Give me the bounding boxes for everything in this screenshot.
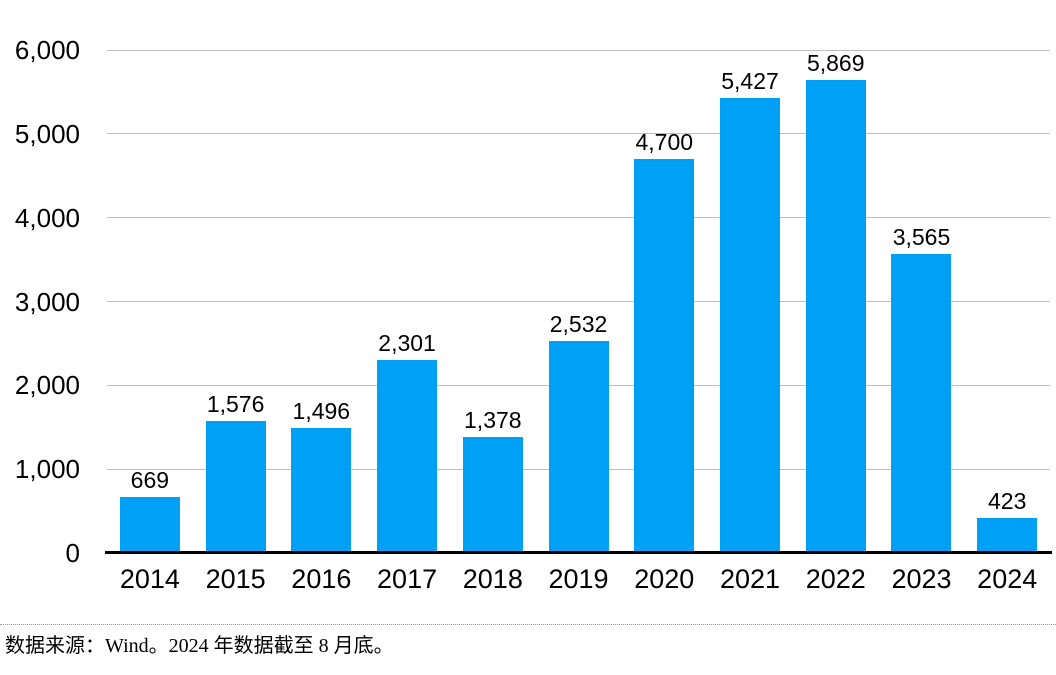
bar-slot: 3,565 <box>879 50 965 553</box>
bar-value-label: 1,378 <box>464 407 522 434</box>
bar <box>462 437 523 553</box>
x-tick-label: 2014 <box>119 564 180 594</box>
plot-area: 669 1,576 1,496 2,301 1,378 2,532 4,700 5,427 5,… <box>107 50 1050 553</box>
bar-value-label: 2,301 <box>378 330 436 357</box>
gridline <box>107 217 1050 219</box>
bar <box>548 340 609 553</box>
x-axis-line <box>105 551 1052 554</box>
bar-value-label: 669 <box>130 466 170 493</box>
x-tick-label: 2020 <box>634 564 695 594</box>
gridline <box>107 301 1050 302</box>
x-tick-label: 2022 <box>805 564 866 594</box>
bar-slot: 5,427 <box>707 50 793 553</box>
x-tick-label: 2024 <box>977 564 1038 594</box>
bar <box>205 420 266 553</box>
gridline <box>107 133 1050 135</box>
gridline <box>107 49 1050 51</box>
x-tick-label: 2023 <box>891 564 952 594</box>
y-tick-label: 1,000 <box>14 454 80 485</box>
x-tick-label: 2017 <box>377 564 438 594</box>
y-tick-label: 6,000 <box>14 35 80 65</box>
bar-value-label: 2,532 <box>549 310 608 337</box>
bar <box>291 427 352 553</box>
bar-slot: 2,532 <box>536 50 622 553</box>
y-tick-label: 3,000 <box>14 286 80 317</box>
bar <box>720 98 780 553</box>
y-tick-label: 2,000 <box>14 370 80 401</box>
bar-slot: 1,496 <box>278 50 364 553</box>
x-tick-label: 2019 <box>548 564 609 594</box>
bar <box>805 80 866 553</box>
bar-slot: 669 <box>107 50 193 553</box>
bar <box>634 158 695 553</box>
bar-slot: 2,301 <box>364 50 450 553</box>
bar <box>377 360 438 553</box>
bar-slot: 1,576 <box>193 50 279 553</box>
y-tick-label: 0 <box>65 538 80 568</box>
x-tick-label: 2018 <box>462 564 523 594</box>
y-tick-label: 4,000 <box>14 202 80 233</box>
bar <box>119 496 180 553</box>
bar-slot: 1,378 <box>450 50 536 553</box>
x-tick-label: 2016 <box>291 564 352 594</box>
bar-value-label: 1,496 <box>292 397 351 424</box>
bar <box>977 517 1038 553</box>
bar-value-label: 1,576 <box>206 390 265 417</box>
x-tick-label: 2021 <box>719 564 781 594</box>
bar-value-label: 423 <box>988 487 1027 514</box>
footer-divider <box>0 624 1056 625</box>
bar-value-label: 5,869 <box>806 50 865 76</box>
bar-value-label: 5,427 <box>721 68 779 95</box>
bar-value-label: 3,565 <box>892 224 951 251</box>
y-axis: 0 1,000 2,000 3,000 4,000 5,000 6,000 <box>0 0 82 620</box>
y-tick-label: 5,000 <box>14 118 80 149</box>
source-note: 数据来源：Wind。2024 年数据截至 8 月底。 <box>5 635 394 657</box>
bar-slot: 4,700 <box>621 50 707 553</box>
bar <box>891 254 952 553</box>
x-tick-label: 2015 <box>205 564 266 594</box>
bar-value-label: 4,700 <box>635 128 694 155</box>
bar-slot: 423 <box>964 50 1050 553</box>
bar-slot: 5,869 <box>793 50 879 553</box>
x-axis: 2014 2015 2016 2017 2018 2019 2020 2021 2022 2023… <box>107 562 1050 596</box>
